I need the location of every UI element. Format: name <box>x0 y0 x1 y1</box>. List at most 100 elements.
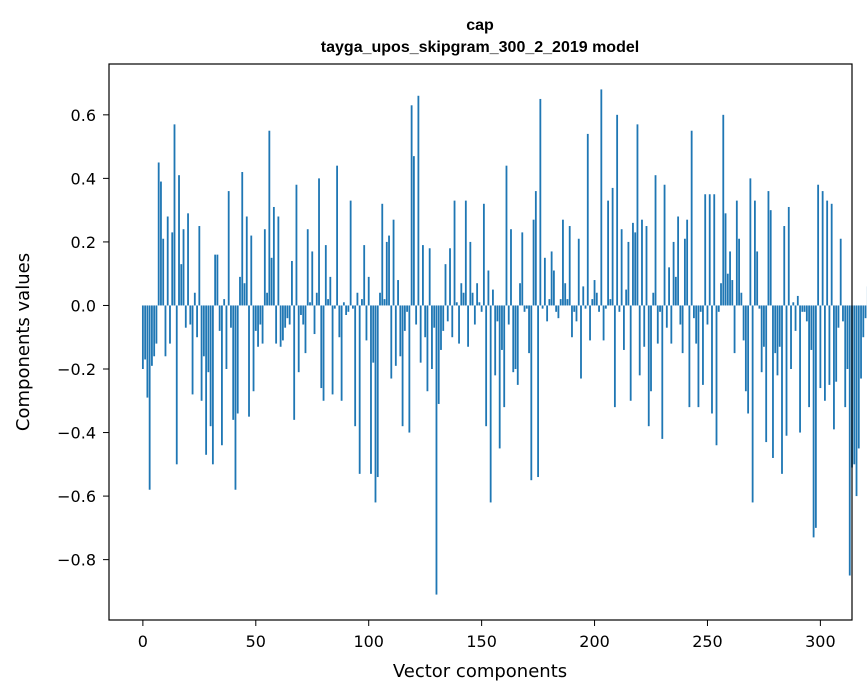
bar <box>241 172 244 306</box>
x-tick-label: 150 <box>466 632 497 651</box>
bar <box>306 229 309 306</box>
bar <box>473 305 476 325</box>
bar <box>435 305 438 595</box>
bar <box>744 305 747 392</box>
bar <box>695 305 698 344</box>
bar <box>523 305 526 312</box>
bar <box>426 305 429 392</box>
bar <box>146 305 149 398</box>
bar <box>724 213 727 306</box>
y-tick-label: −0.6 <box>57 487 96 506</box>
bar <box>216 254 219 306</box>
bar <box>315 292 318 306</box>
bar <box>309 302 311 306</box>
bar <box>844 305 847 408</box>
bar <box>209 305 212 427</box>
bar <box>550 251 553 306</box>
bar <box>683 238 686 306</box>
bar <box>412 156 415 306</box>
bar <box>191 305 194 395</box>
bar <box>783 226 786 306</box>
y-tick-label: −0.8 <box>57 551 96 570</box>
bar <box>211 305 214 465</box>
bar <box>333 305 336 309</box>
bar <box>525 305 528 309</box>
bar <box>451 305 454 338</box>
bar <box>765 305 768 443</box>
y-tick-label: 0.6 <box>71 106 96 125</box>
y-tick-label: −0.2 <box>57 360 96 379</box>
bar <box>647 305 650 427</box>
bar <box>340 305 343 401</box>
bar <box>720 283 722 306</box>
bar <box>424 305 427 338</box>
bar <box>659 305 661 312</box>
bar <box>431 305 433 369</box>
bar <box>288 305 291 325</box>
bar <box>611 187 614 306</box>
bar <box>205 305 208 455</box>
bar <box>853 305 856 465</box>
bar <box>776 305 779 376</box>
bar <box>345 305 348 315</box>
bar <box>600 89 603 306</box>
bar <box>437 305 440 404</box>
bar <box>638 305 641 376</box>
bar <box>616 114 619 306</box>
bar <box>803 305 806 312</box>
bar <box>173 124 176 306</box>
bar <box>528 305 530 354</box>
bar <box>787 206 790 306</box>
bar <box>722 114 725 306</box>
bar <box>141 305 144 369</box>
x-tick-label: 200 <box>579 632 610 651</box>
bar <box>835 305 838 382</box>
bar <box>814 305 817 528</box>
bar <box>756 251 759 306</box>
bar <box>374 305 377 503</box>
bar <box>812 305 815 538</box>
plot-frame <box>108 63 853 621</box>
bar <box>796 295 799 306</box>
bar <box>808 305 810 408</box>
bar <box>313 305 316 335</box>
bar <box>620 229 623 306</box>
bar <box>855 305 858 497</box>
bar <box>846 305 849 369</box>
bar <box>564 283 567 306</box>
bar <box>390 305 393 379</box>
bar <box>171 232 174 306</box>
bar <box>417 95 420 306</box>
bar <box>514 305 517 369</box>
bar <box>613 305 616 408</box>
bar <box>591 299 594 306</box>
bar <box>618 305 621 312</box>
y-tick-label: 0.0 <box>71 296 96 315</box>
bar <box>347 305 350 312</box>
bar <box>223 299 226 306</box>
x-tick-label: 0 <box>138 632 148 651</box>
bar <box>672 241 675 306</box>
bar <box>582 286 585 306</box>
bar <box>304 305 307 354</box>
bar <box>422 245 424 306</box>
bar <box>738 238 740 306</box>
bar <box>410 105 413 306</box>
bar <box>401 305 404 427</box>
bar <box>453 200 456 306</box>
bar <box>440 305 442 350</box>
bar <box>650 305 652 392</box>
bar <box>221 305 223 446</box>
bar <box>731 280 734 306</box>
bar <box>178 175 180 306</box>
bar <box>266 292 268 306</box>
bar <box>708 194 711 306</box>
bar <box>539 98 542 306</box>
bar <box>534 191 537 306</box>
bar <box>272 206 275 306</box>
bar <box>277 216 280 306</box>
bar <box>322 305 325 401</box>
bar <box>329 276 332 306</box>
bar <box>864 305 867 319</box>
bar <box>200 305 203 401</box>
